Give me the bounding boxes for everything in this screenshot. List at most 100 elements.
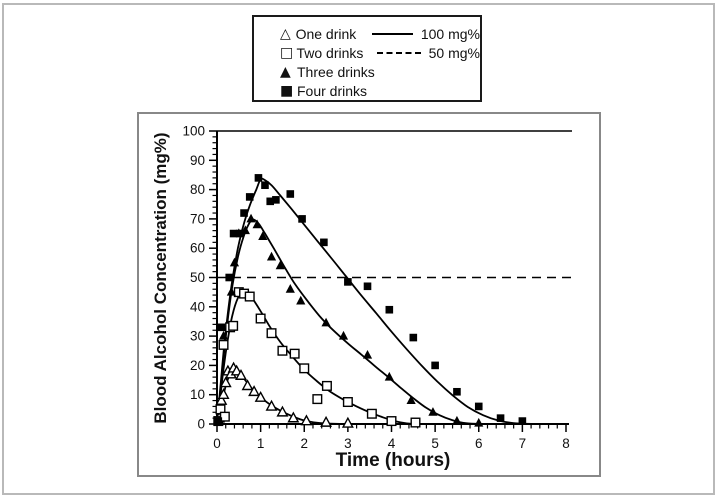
marker-square-filled — [518, 417, 527, 425]
marker-triangle-filled — [321, 317, 331, 327]
marker-triangle-filled — [258, 231, 268, 240]
marker-triangle-filled — [384, 371, 394, 381]
marker-square-open — [228, 320, 239, 331]
x-tick-label: 8 — [562, 436, 570, 451]
marker-square-filled — [286, 190, 295, 198]
one-drink-marker-icon: △ — [280, 25, 291, 42]
marker-triangle-open — [219, 376, 232, 388]
marker-triangle-filled — [252, 219, 262, 229]
curve-three-drinks — [216, 218, 484, 425]
marker-triangle-filled — [406, 395, 416, 405]
marker-triangle-filled — [362, 349, 373, 359]
x-tick-label: 3 — [344, 436, 352, 451]
curve-four-drinks — [216, 177, 538, 425]
y-tick-label: 40 — [190, 299, 205, 314]
marker-triangle-filled — [226, 286, 236, 296]
legend-label-four-drinks: Four drinks — [297, 82, 368, 99]
marker-triangle-filled — [428, 407, 438, 416]
x-tick-label: 0 — [213, 436, 221, 451]
x-tick-label: 6 — [475, 436, 483, 451]
marker-triangle-open — [320, 415, 333, 427]
legend-box: △ One drink 100 mg% □ Two drinks 50 mg% … — [252, 15, 482, 102]
y-tick-label: 0 — [197, 417, 205, 432]
marker-triangle-filled — [285, 284, 295, 293]
x-tick-label: 5 — [431, 436, 439, 451]
two-drinks-marker-icon: □ — [280, 44, 294, 61]
marker-square-filled — [298, 215, 306, 223]
three-drinks-marker-icon: ▲ — [280, 63, 291, 80]
marker-triangle-filled — [246, 213, 256, 223]
solid-line-sample-icon — [371, 32, 413, 35]
y-tick-label: 30 — [190, 329, 205, 344]
marker-square-open — [386, 416, 397, 427]
x-tick-label: 1 — [257, 436, 265, 451]
marker-square-open — [266, 328, 277, 339]
marker-square-filled — [272, 196, 280, 204]
marker-triangle-open — [241, 379, 254, 391]
marker-square-filled — [496, 414, 505, 422]
marker-triangle-open — [254, 390, 267, 402]
y-tick-label: 90 — [190, 153, 205, 168]
marker-square-filled — [409, 333, 418, 342]
dashed-line-sample-icon — [376, 51, 421, 54]
legend-label-three-drinks: Three drinks — [297, 63, 375, 80]
y-tick-label: 70 — [190, 211, 205, 226]
marker-square-open — [244, 291, 255, 302]
legend-label-50mg: 50 mg% — [428, 44, 480, 61]
y-tick-label: 10 — [190, 387, 205, 402]
legend-row: △ One drink 100 mg% — [280, 24, 480, 43]
marker-triangle-open — [276, 405, 289, 417]
marker-triangle-open — [341, 416, 354, 428]
marker-square-open — [342, 397, 353, 408]
marker-square-filled — [229, 229, 238, 238]
marker-square-filled — [217, 323, 226, 332]
y-axis-title: Blood Alcohol Concentration (mg%) — [151, 132, 170, 423]
y-tick-label: 20 — [190, 358, 205, 373]
marker-square-filled — [240, 209, 248, 217]
marker-triangle-filled — [229, 257, 240, 267]
marker-square-open — [289, 348, 300, 359]
legend-row: □ Two drinks 50 mg% — [280, 43, 480, 62]
marker-square-filled — [245, 193, 254, 201]
marker-triangle-filled — [218, 330, 229, 340]
marker-triangle-open — [235, 368, 247, 380]
marker-triangle-filled — [474, 417, 484, 427]
marker-triangle-open — [215, 393, 228, 405]
marker-triangle-filled — [275, 260, 285, 270]
marker-square-open — [312, 394, 323, 405]
x-tick-label: 4 — [388, 436, 396, 451]
legend-row: ▲ Three drinks — [280, 62, 480, 81]
marker-square-filled — [363, 282, 372, 291]
marker-square-open — [299, 363, 310, 374]
marker-triangle-open — [287, 411, 300, 423]
marker-square-filled — [266, 197, 275, 206]
legend-label-one-drink: One drink — [295, 25, 357, 42]
chart-frame: 0 1 2 3 4 5 6 7 8 0 10 20 30 40 50 60 70 80 90 100 Blood Al… — [137, 112, 601, 477]
marker-square-open — [277, 345, 288, 356]
y-tick-label: 80 — [190, 182, 205, 197]
marker-square-filled — [453, 387, 461, 396]
marker-square-filled — [344, 278, 352, 286]
marker-square-open — [255, 313, 266, 324]
marker-square-filled — [261, 181, 269, 190]
marker-triangle-open — [300, 414, 313, 426]
legend-label-two-drinks: Two drinks — [296, 44, 364, 61]
y-tick-label: 50 — [190, 270, 205, 285]
x-axis-title: Time (hours) — [336, 450, 451, 471]
marker-square-filled — [474, 402, 483, 411]
x-tick-label: 2 — [300, 436, 308, 451]
marker-triangle-filled — [452, 415, 462, 425]
marker-triangle-filled — [296, 295, 306, 305]
marker-square-filled — [320, 238, 328, 247]
marker-square-open — [218, 339, 229, 350]
marker-square-open — [366, 408, 377, 419]
y-tick-label: 100 — [182, 124, 205, 139]
marker-square-filled — [254, 174, 263, 182]
marker-triangle-open — [217, 388, 230, 399]
legend-label-100mg: 100 mg% — [420, 25, 481, 42]
marker-triangle-filled — [266, 251, 277, 261]
marker-square-open — [321, 380, 332, 391]
legend-row: ■ Four drinks — [280, 81, 480, 100]
marker-triangle-open — [248, 385, 261, 397]
